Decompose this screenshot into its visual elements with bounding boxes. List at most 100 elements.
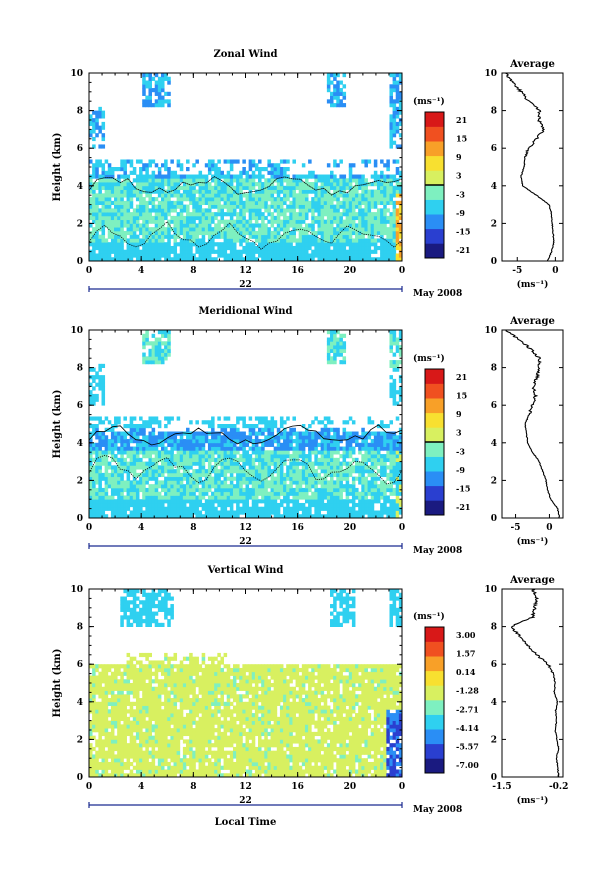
- heatmap-cell: [151, 476, 156, 481]
- heatmap-cell: [232, 454, 237, 459]
- heatmap-cell: [376, 230, 381, 236]
- heatmap-cell: [392, 363, 397, 368]
- heatmap-cell: [145, 178, 149, 183]
- heatmap-cell: [245, 227, 250, 232]
- heatmap-cell: [355, 257, 359, 262]
- heatmap-cell: [117, 257, 121, 262]
- heatmap-cell: [286, 446, 290, 451]
- heatmap-cell: [120, 163, 124, 168]
- heatmap-cell: [248, 193, 253, 198]
- heatmap-cell: [264, 253, 268, 258]
- heatmap-cell: [229, 163, 234, 168]
- heatmap-cell: [217, 484, 221, 489]
- heatmap-cell: [355, 469, 359, 474]
- heatmap-cell: [342, 208, 347, 213]
- heatmap-cell: [170, 439, 174, 444]
- heatmap-cell: [292, 174, 296, 179]
- heatmap-cell: [104, 193, 109, 198]
- heatmap-cell: [98, 242, 102, 247]
- heatmap-cell: [304, 197, 309, 202]
- heatmap-cell: [139, 484, 143, 489]
- heatmap-cell: [239, 204, 243, 209]
- heatmap-cell: [298, 215, 303, 221]
- heatmap-cell: [323, 253, 328, 258]
- x-tick-label: 16: [291, 266, 304, 276]
- heatmap-cell: [179, 230, 184, 236]
- heatmap-cell: [154, 215, 159, 221]
- heatmap-cell: [89, 242, 93, 247]
- heatmap-cell: [330, 345, 334, 350]
- heatmap-cell: [242, 469, 246, 474]
- heatmap-cell: [395, 121, 400, 127]
- heatmap-cell: [270, 457, 275, 462]
- heatmap-cell: [145, 502, 149, 508]
- heatmap-cell: [89, 382, 93, 387]
- heatmap-cell: [270, 257, 275, 262]
- heatmap-cell: [157, 506, 162, 511]
- heatmap-cell: [92, 170, 96, 175]
- heatmap-cell: [198, 502, 203, 508]
- heatmap-cell: [151, 465, 156, 470]
- heatmap-cell: [386, 178, 390, 183]
- heatmap-cell: [232, 223, 237, 228]
- heatmap-cell: [392, 212, 397, 217]
- heatmap-cell: [204, 215, 209, 221]
- heatmap-cell: [211, 454, 215, 459]
- heatmap-cell: [110, 506, 115, 511]
- heatmap-cell: [398, 333, 403, 338]
- heatmap-cell: [217, 178, 221, 183]
- heatmap-cell: [164, 348, 168, 353]
- heatmap-cell: [129, 487, 134, 493]
- heatmap-cell: [151, 219, 156, 224]
- colorbar-swatch: [425, 170, 444, 186]
- average-y-tick-label: 10: [484, 69, 497, 79]
- x-tick-label: 0: [399, 266, 405, 276]
- heatmap-cell: [308, 514, 312, 519]
- heatmap-cell: [226, 223, 231, 228]
- heatmap-cell: [258, 170, 262, 175]
- heatmap-cell: [226, 439, 231, 444]
- heatmap-cell: [182, 208, 187, 213]
- heatmap-cell: [261, 514, 265, 519]
- heatmap-cell: [217, 227, 221, 232]
- heatmap-cell: [289, 514, 293, 519]
- heatmap-cell: [107, 193, 112, 198]
- heatmap-cell: [95, 193, 99, 198]
- heatmap-cell: [339, 446, 343, 451]
- heatmap-cell: [117, 208, 121, 213]
- heatmap-cell: [261, 472, 265, 478]
- heatmap-cell: [160, 185, 165, 190]
- heatmap-cell: [367, 200, 372, 205]
- heatmap-cell: [154, 352, 159, 357]
- heatmap-cell: [264, 480, 268, 485]
- heatmap-cell: [317, 461, 322, 466]
- heatmap-cell: [151, 197, 156, 202]
- heatmap-cell: [389, 219, 394, 224]
- heatmap-cell: [320, 484, 325, 489]
- heatmap-cell: [204, 439, 209, 444]
- heatmap-cell: [298, 506, 303, 511]
- heatmap-cell: [145, 84, 149, 89]
- heatmap-cell: [251, 506, 256, 511]
- heatmap-cell: [229, 174, 234, 179]
- heatmap-cell: [286, 238, 290, 243]
- heatmap-cell: [304, 227, 309, 232]
- heatmap-cell: [92, 386, 96, 391]
- heatmap-cell: [198, 242, 203, 247]
- heatmap-cell: [114, 480, 118, 485]
- heatmap-cell: [95, 245, 99, 251]
- heatmap-cell: [301, 461, 306, 466]
- heatmap-cell: [355, 227, 359, 232]
- heatmap-cell: [383, 185, 387, 190]
- heatmap-cell: [248, 514, 253, 519]
- heatmap-cell: [289, 499, 293, 504]
- heatmap-cell: [223, 487, 228, 493]
- heatmap-cell: [276, 167, 281, 172]
- heatmap-cell: [301, 446, 306, 451]
- heatmap-cell: [95, 450, 99, 455]
- heatmap-cell: [214, 495, 218, 500]
- heatmap-cell: [151, 208, 156, 213]
- heatmap-cell: [101, 506, 106, 511]
- heatmap-cell: [223, 472, 228, 478]
- heatmap-cell: [279, 416, 284, 421]
